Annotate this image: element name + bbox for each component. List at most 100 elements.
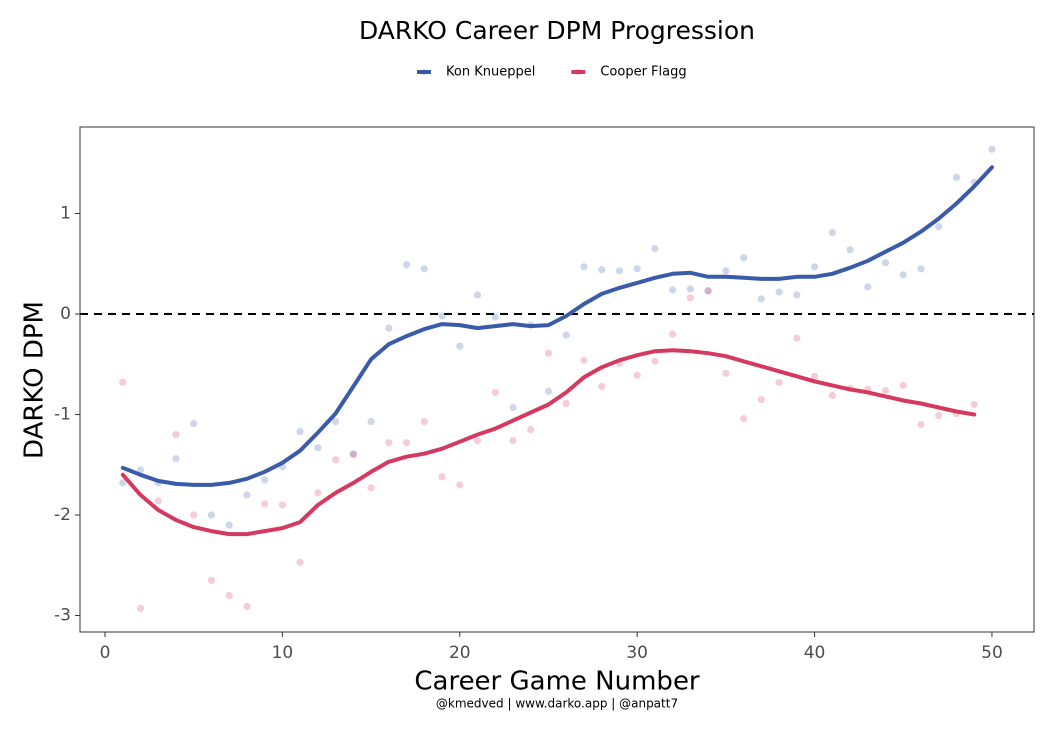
point: [633, 265, 641, 273]
point: [669, 330, 677, 338]
point: [917, 265, 925, 273]
point: [935, 411, 943, 420]
point: [651, 245, 659, 253]
point: [261, 476, 269, 484]
point: [633, 371, 641, 379]
point: [491, 313, 499, 321]
point: [828, 391, 836, 400]
point: [598, 382, 606, 390]
point: [686, 285, 694, 293]
point: [935, 222, 943, 231]
point: [314, 444, 322, 452]
point: [349, 450, 357, 458]
x-tick-label: 50: [981, 643, 1003, 663]
point: [332, 456, 340, 464]
point: [385, 324, 393, 332]
x-tick-label: 40: [804, 643, 826, 663]
chart-title: DARKO Career DPM Progression: [359, 16, 755, 45]
point: [757, 395, 765, 404]
caption: @kmedved | www.darko.app | @anpatt7: [436, 697, 678, 711]
point: [119, 479, 127, 487]
legend-key-point: [575, 69, 582, 75]
x-tick-label: 30: [626, 643, 648, 663]
point: [864, 283, 872, 291]
point: [722, 369, 730, 377]
point: [136, 466, 145, 474]
point: [367, 484, 375, 492]
point: [846, 246, 854, 254]
point: [456, 481, 464, 489]
point: [473, 291, 482, 299]
point: [740, 414, 748, 423]
point: [367, 417, 375, 426]
point: [172, 455, 180, 463]
y-axis-label: DARKO DPM: [20, 301, 50, 459]
point: [243, 602, 251, 611]
point: [828, 229, 836, 237]
plot-background: [79, 126, 1035, 633]
point: [952, 173, 961, 181]
point: [810, 372, 819, 380]
point: [509, 437, 517, 445]
point: [190, 419, 198, 428]
point: [296, 558, 304, 566]
point: [704, 287, 712, 295]
point: [651, 357, 659, 365]
point: [243, 491, 251, 499]
y-tick-label: -2: [54, 505, 71, 525]
point: [669, 286, 677, 294]
point: [562, 331, 570, 339]
point: [225, 521, 233, 529]
x-tick-label: 0: [100, 643, 111, 663]
point: [385, 439, 393, 447]
point: [704, 287, 712, 295]
point: [615, 267, 624, 275]
point: [793, 291, 801, 299]
legend-label: Kon Knueppel: [446, 65, 535, 80]
point: [473, 437, 482, 445]
point: [456, 342, 464, 350]
point: [207, 511, 216, 519]
point: [225, 591, 233, 600]
point: [438, 473, 446, 481]
point: [190, 511, 198, 519]
point: [562, 399, 570, 408]
point: [278, 501, 287, 509]
point: [988, 145, 996, 153]
point: [420, 417, 428, 426]
point: [527, 425, 535, 434]
legend-key-point: [421, 69, 427, 75]
point: [402, 261, 411, 269]
point: [420, 265, 428, 273]
smooth-line: [120, 348, 977, 537]
point: [793, 334, 801, 342]
point: [509, 403, 517, 412]
point: [349, 451, 357, 459]
point: [172, 431, 180, 439]
point: [296, 428, 304, 436]
point: [757, 295, 765, 303]
point: [970, 400, 978, 409]
y-tick-label: -1: [54, 405, 71, 425]
point: [544, 387, 553, 396]
point: [261, 500, 269, 508]
point: [402, 439, 411, 447]
point: [686, 294, 694, 302]
point: [775, 288, 783, 296]
y-tick-label: 0: [60, 304, 71, 324]
point: [580, 263, 588, 271]
point: [332, 417, 340, 426]
point: [899, 271, 907, 279]
point: [775, 378, 783, 386]
point: [881, 259, 890, 267]
point: [810, 263, 819, 271]
point: [207, 576, 216, 584]
y-tick-label: -3: [54, 606, 71, 626]
smooth-line: [120, 165, 994, 487]
point: [722, 267, 730, 275]
point: [899, 381, 907, 389]
point: [917, 420, 925, 429]
point: [491, 388, 499, 397]
